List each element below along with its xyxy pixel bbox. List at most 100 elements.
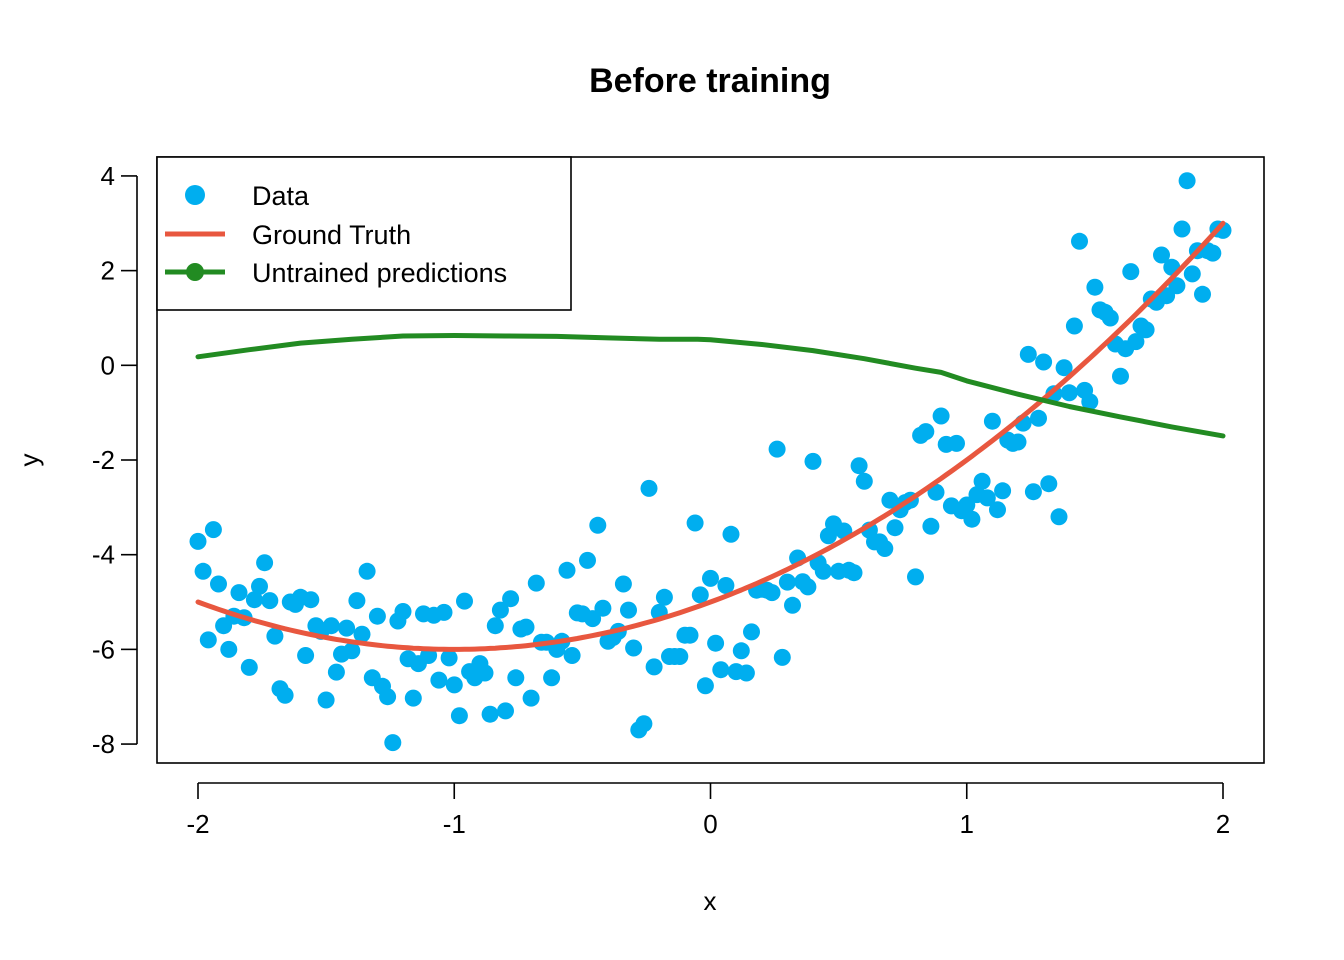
data-point	[625, 639, 643, 657]
data-point	[773, 648, 791, 666]
data-point	[476, 664, 494, 682]
x-tick-label: -1	[443, 809, 466, 839]
data-point	[450, 707, 468, 725]
data-point	[768, 440, 786, 458]
data-point	[204, 521, 222, 539]
data-point	[517, 618, 535, 636]
data-point	[240, 658, 258, 676]
data-point	[855, 472, 873, 490]
data-point	[584, 610, 602, 628]
data-point	[527, 574, 545, 592]
data-point	[368, 607, 386, 625]
data-point	[681, 626, 699, 644]
data-point	[814, 562, 832, 580]
data-point	[445, 676, 463, 694]
data-point	[1153, 246, 1170, 264]
data-point	[261, 592, 279, 610]
data-point	[1040, 475, 1058, 493]
data-point	[743, 623, 760, 641]
x-tick-label: 0	[703, 809, 717, 839]
y-tick-label: -2	[92, 445, 115, 475]
data-point	[491, 601, 509, 619]
data-point	[1194, 285, 1211, 303]
data-point	[384, 734, 402, 752]
y-tick-label: -6	[92, 634, 115, 664]
y-tick-label: -4	[92, 540, 115, 570]
plot-frame	[156, 156, 1265, 764]
data-point	[379, 688, 397, 706]
y-axis-label: y	[14, 454, 44, 467]
data-point	[327, 663, 345, 681]
data-point	[722, 525, 740, 543]
data-point	[440, 649, 458, 667]
data-point	[994, 482, 1012, 500]
y-axis: -8 -6 -4 -2 0 2 4	[92, 161, 138, 759]
data-point	[850, 457, 868, 475]
data-point	[707, 634, 725, 652]
series-data-points	[189, 172, 1232, 752]
data-point	[507, 669, 525, 687]
data-point	[778, 573, 796, 591]
x-tick-label: -2	[186, 809, 209, 839]
data-point	[522, 689, 540, 707]
data-point	[1009, 433, 1027, 451]
data-point	[737, 664, 755, 682]
data-point	[876, 540, 894, 557]
data-point	[804, 452, 822, 470]
data-point	[978, 489, 996, 507]
data-point	[784, 596, 801, 614]
data-point	[358, 562, 376, 580]
data-point	[199, 631, 217, 649]
data-point	[671, 648, 689, 665]
data-point	[430, 671, 448, 689]
data-point	[1035, 353, 1053, 371]
data-point	[338, 619, 356, 637]
data-point	[845, 564, 863, 582]
data-point	[958, 496, 976, 514]
chart-title: Before training	[589, 62, 831, 100]
legend-ground-truth-label: Ground Truth	[252, 220, 411, 250]
x-tick-label: 1	[960, 809, 974, 839]
data-point	[348, 592, 366, 610]
legend-untrained-label: Untrained predictions	[252, 258, 507, 288]
data-point	[732, 642, 750, 660]
data-point	[497, 702, 514, 720]
data-point	[456, 592, 473, 610]
data-point	[251, 577, 268, 595]
data-point	[579, 551, 596, 569]
data-point	[655, 588, 673, 606]
data-point	[922, 517, 940, 535]
data-point	[1050, 508, 1068, 526]
data-point	[297, 647, 315, 664]
data-point	[502, 590, 520, 608]
data-point	[907, 568, 924, 586]
data-point	[481, 705, 499, 723]
data-point	[1168, 277, 1186, 295]
legend-box	[156, 156, 572, 311]
data-point	[620, 601, 637, 619]
ground-truth-line	[195, 220, 1226, 652]
data-point	[589, 516, 607, 534]
data-point	[594, 599, 612, 617]
data-point	[1137, 321, 1155, 339]
data-point	[220, 640, 238, 658]
data-point	[763, 584, 781, 602]
data-point	[691, 586, 709, 604]
data-point	[917, 423, 935, 441]
data-point	[1060, 384, 1078, 402]
plot-content	[189, 172, 1232, 752]
data-point	[1030, 409, 1047, 427]
data-point	[558, 561, 576, 579]
data-point	[245, 591, 263, 609]
data-point	[932, 407, 950, 425]
data-point	[1178, 172, 1196, 190]
data-point	[353, 625, 371, 643]
data-point	[1173, 220, 1191, 238]
data-point	[1204, 244, 1222, 262]
data-point	[276, 686, 294, 704]
x-axis: -2 -1 0 1 2	[186, 782, 1230, 839]
data-point	[394, 603, 412, 620]
data-point	[717, 577, 735, 594]
data-point	[1065, 317, 1083, 335]
